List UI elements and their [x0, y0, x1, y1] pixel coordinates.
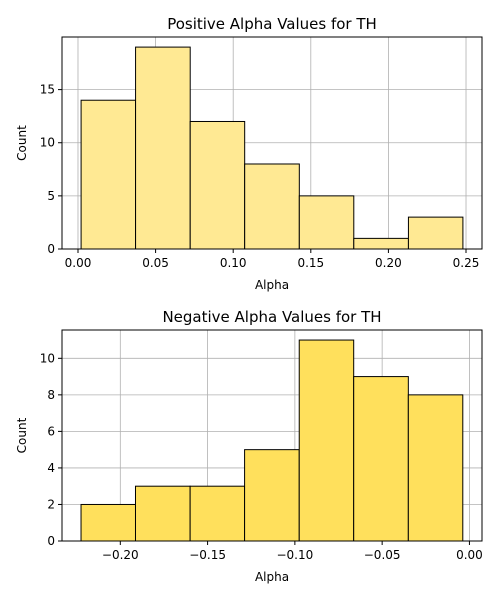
histogram-bar [298, 339, 355, 542]
histogram-bar [80, 503, 136, 542]
chart-title: Negative Alpha Values for TH [162, 308, 381, 326]
y-tick-label: 15 [40, 83, 55, 97]
x-tick-label: −0.10 [276, 548, 313, 562]
y-tick-label: 5 [47, 189, 55, 203]
histogram-bar [407, 216, 464, 250]
y-tick-label: 4 [47, 461, 55, 475]
positive-alpha-histogram: 0.00 0.05 0.10 0.15 0.20 0.25 0 5 10 15 Positive A… [15, 15, 483, 292]
x-axis-label: Alpha [255, 570, 289, 584]
axes-frame [61, 329, 483, 542]
x-tick-label: −0.05 [364, 548, 401, 562]
y-tick-label: 2 [47, 497, 55, 511]
y-tick-label: 0 [47, 242, 55, 256]
x-tick-label: 0.00 [65, 256, 92, 270]
histogram-bar [298, 195, 355, 250]
x-tick-label: 0.05 [142, 256, 169, 270]
negative-alpha-histogram: −0.20 −0.15 −0.10 −0.05 0.00 0 2 4 6 8 10 Negative … [15, 308, 483, 584]
histogram-bar [244, 449, 300, 542]
histogram-bar [189, 120, 246, 250]
histogram-bar [80, 99, 137, 250]
x-tick-label: 0.25 [453, 256, 480, 270]
chart-title: Positive Alpha Values for TH [167, 15, 377, 33]
x-tick-label: 0.20 [375, 256, 402, 270]
y-axis-label: Count [15, 125, 29, 161]
y-axis-label: Count [15, 417, 29, 453]
histogram-bar [353, 376, 409, 542]
y-tick-label: 0 [47, 534, 55, 548]
x-tick-label: −0.20 [102, 548, 139, 562]
histogram-bar [407, 394, 464, 542]
y-tick-label: 6 [47, 424, 55, 438]
x-tick-label: 0.10 [220, 256, 247, 270]
y-tick-label: 10 [40, 136, 55, 150]
histogram-bar [244, 163, 300, 250]
y-tick-label: 8 [47, 388, 55, 402]
histogram-bar [353, 237, 409, 250]
histogram-bar [135, 46, 191, 250]
x-axis-label: Alpha [255, 278, 289, 292]
x-tick-label: 0.15 [297, 256, 324, 270]
histogram-bar [134, 485, 191, 542]
histogram-bar [189, 485, 246, 542]
x-tick-label: −0.15 [189, 548, 226, 562]
y-tick-label: 10 [40, 351, 55, 365]
x-tick-label: 0.00 [456, 548, 483, 562]
